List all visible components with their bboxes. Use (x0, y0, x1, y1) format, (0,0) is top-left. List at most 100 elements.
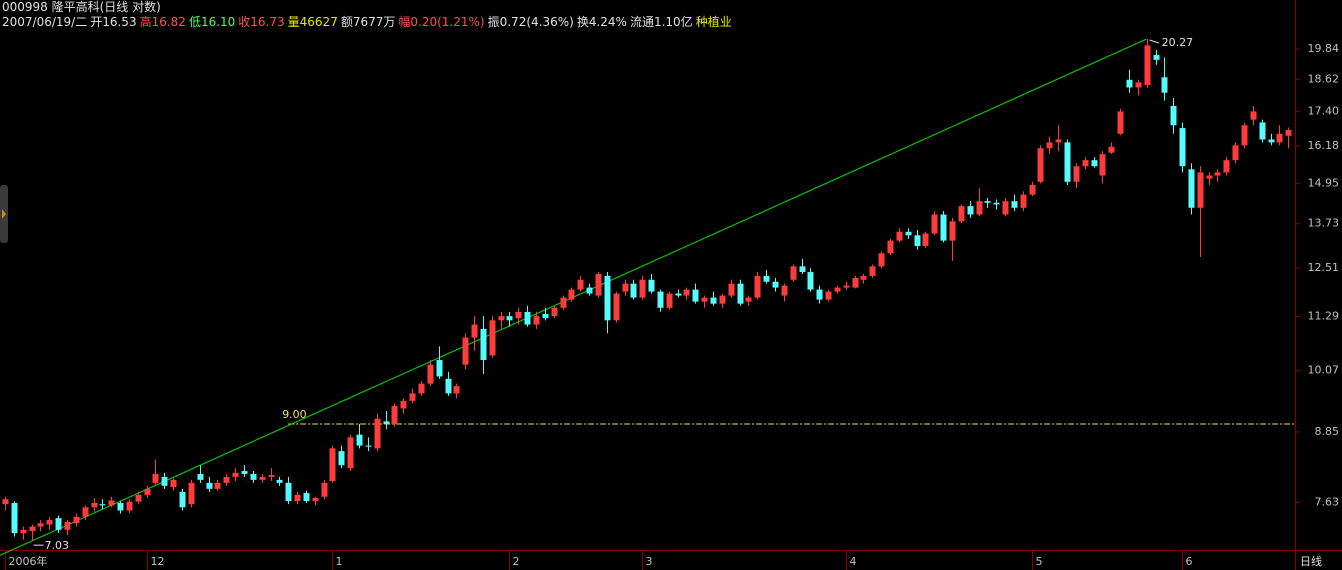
x-tick-label: 3 (646, 555, 653, 568)
candle-body (1197, 172, 1204, 208)
candle-body (754, 275, 761, 298)
candle-body (825, 291, 832, 300)
candle-body (2, 499, 9, 505)
candle-body (843, 285, 850, 288)
candle-body (11, 502, 18, 534)
candle-body (347, 437, 354, 469)
candle-body (480, 328, 487, 361)
candle-body (807, 272, 814, 290)
header-item: 收16.73 (238, 15, 285, 29)
header-item: 2007/06/19/二 (2, 15, 88, 29)
candle-body (701, 297, 708, 302)
candle-body (622, 283, 629, 292)
candle-body (498, 316, 505, 321)
candle-body (489, 320, 496, 356)
candle-body (1029, 184, 1036, 195)
candle-body (312, 497, 319, 502)
candle-body (1268, 139, 1275, 143)
candle-body (914, 235, 921, 247)
candle-body (197, 473, 204, 480)
candle-body (73, 516, 80, 524)
y-tick-label: 19.84 (1308, 42, 1340, 55)
candle-body (568, 289, 575, 300)
header-item: 低16.10 (188, 15, 236, 29)
candle-body (790, 266, 797, 280)
candle-body (931, 214, 938, 234)
candle-body (816, 289, 823, 300)
y-tick-label: 12.51 (1308, 261, 1340, 274)
candle-body (630, 283, 637, 298)
high-label: 20.27 (1162, 36, 1194, 49)
candle-body (887, 240, 894, 254)
candle-body (551, 307, 558, 317)
candle-body (276, 479, 283, 483)
y-tick-label: 18.62 (1308, 72, 1340, 85)
candle-body (1055, 139, 1062, 143)
header-item: 换4.24% (576, 15, 627, 29)
candle-body (108, 500, 115, 506)
x-tick-label: 6 (1186, 555, 1193, 568)
candle-body (1153, 54, 1160, 60)
candle-body (471, 324, 478, 338)
candle-body (20, 529, 27, 534)
candle-body (604, 275, 611, 321)
level-label: 9.00 (282, 408, 307, 421)
candle-body (1241, 125, 1248, 146)
candle-body (1011, 201, 1018, 208)
candle-body (303, 493, 310, 502)
candle-body (374, 418, 381, 449)
candle-body (1161, 77, 1168, 93)
candle-body (1188, 169, 1195, 208)
candle-body (586, 287, 593, 294)
candle-body (135, 494, 142, 502)
candle-body (1206, 175, 1213, 179)
candle-body (1276, 133, 1283, 143)
y-tick-label: 8.85 (1315, 425, 1340, 438)
candle-body (418, 383, 425, 394)
candle-body (763, 275, 770, 282)
candle-body (37, 523, 44, 527)
candle-body (1259, 122, 1266, 140)
candle-body (728, 283, 735, 296)
candle-body (46, 520, 53, 525)
candle-body (321, 482, 328, 497)
candle-body (1073, 166, 1080, 182)
candle-body (852, 277, 859, 288)
candle-body (993, 202, 1000, 205)
candle-body (675, 293, 682, 296)
candle-body (737, 283, 744, 304)
candle-body (170, 479, 177, 488)
candle-body (772, 281, 779, 288)
x-tick-label: 2 (513, 555, 520, 568)
candle-body (639, 279, 646, 298)
candle-body (1285, 130, 1292, 136)
candle-body (1091, 160, 1098, 167)
candle-body (1144, 45, 1151, 85)
candle-body (1046, 142, 1053, 149)
candle-body (1126, 79, 1133, 88)
header-items: 2007/06/19/二 开16.53 高16.82 低16.10 收16.73 量466… (2, 15, 735, 30)
x-tick-label: 1 (336, 555, 343, 568)
header-item: 幅0.20(1.21%) (398, 15, 485, 29)
high-arrow (1149, 39, 1159, 44)
candle-body (560, 297, 567, 308)
candle-body (533, 316, 540, 325)
y-tick-label: 11.29 (1308, 310, 1340, 323)
candle-body (657, 291, 664, 308)
candle-body (515, 311, 522, 319)
candle-body (976, 201, 983, 215)
candle-body (356, 434, 363, 446)
candle-body (214, 482, 221, 489)
header-item: 量46627 (287, 15, 338, 29)
candle-body (241, 471, 248, 474)
y-tick-label: 17.40 (1308, 104, 1340, 117)
x-tick-label: 4 (850, 555, 857, 568)
candle-body (1250, 111, 1257, 120)
candle-body (391, 405, 398, 425)
y-tick-label: 10.07 (1308, 364, 1340, 377)
low-label: 7.03 (45, 539, 70, 552)
candle-body (834, 287, 841, 292)
x-tick-label: 2006年 (9, 554, 48, 568)
